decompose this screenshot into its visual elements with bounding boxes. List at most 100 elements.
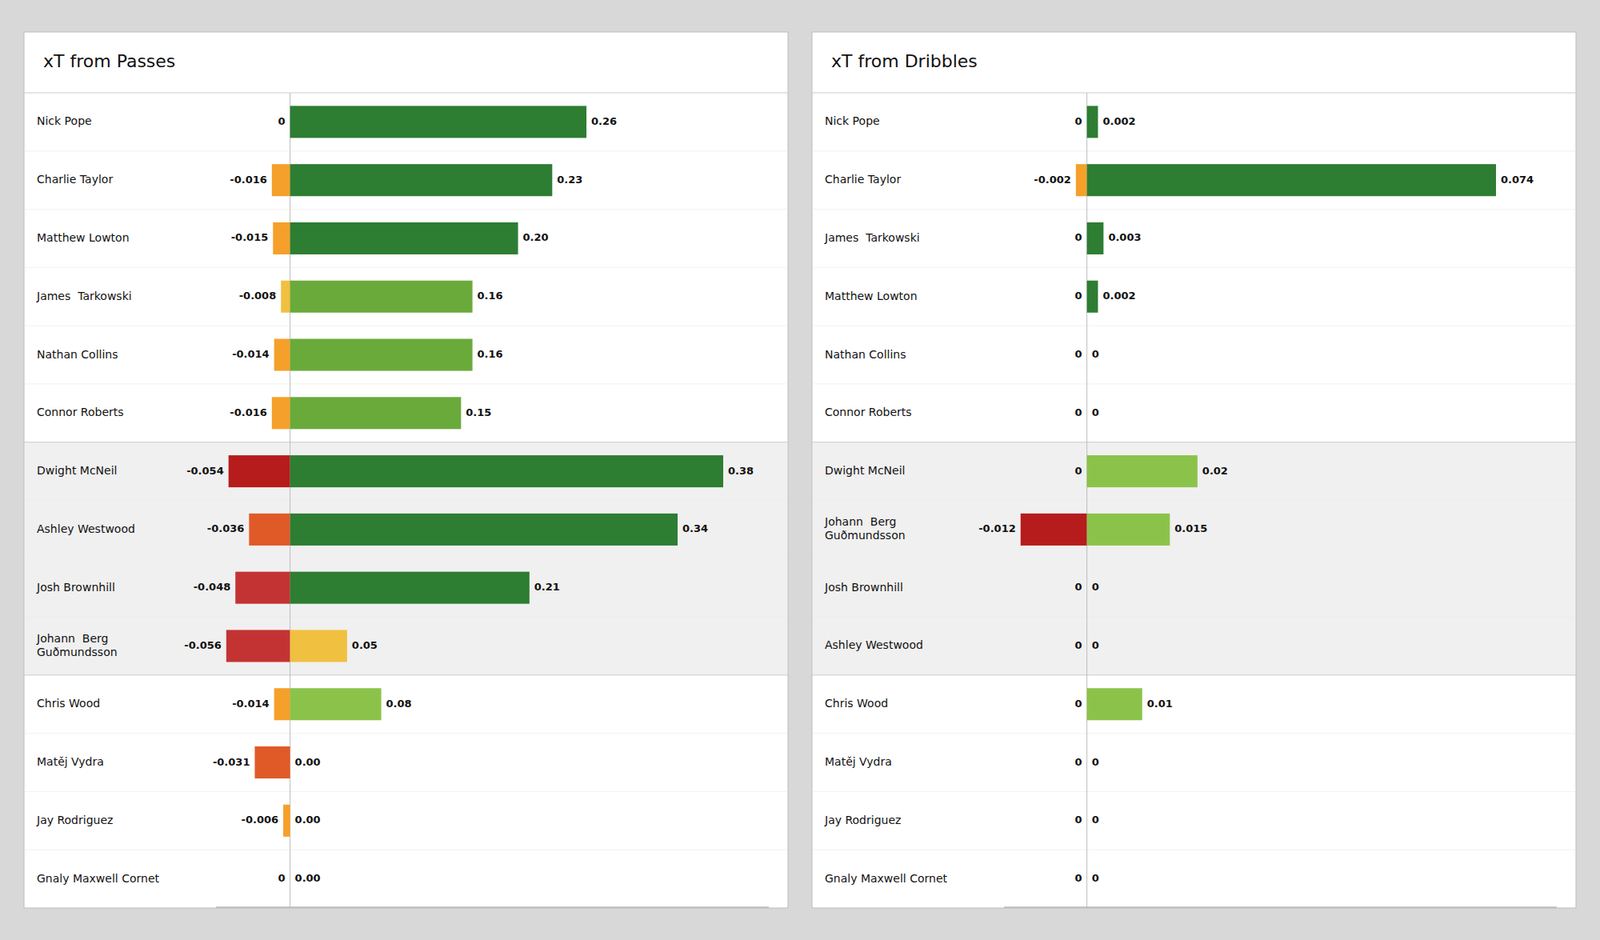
data-label: -0.006 xyxy=(241,813,280,826)
category-label-line: Josh Brownhill xyxy=(824,580,904,594)
data-label: 0 xyxy=(1092,580,1100,593)
category-label-line: James Tarkowski xyxy=(36,289,132,303)
row-divider xyxy=(812,849,1576,851)
zero-line xyxy=(1086,92,1088,908)
bar xyxy=(289,863,291,896)
data-label: -0.056 xyxy=(184,639,222,652)
bar xyxy=(228,455,291,488)
bar xyxy=(235,572,290,604)
data-label: 0 xyxy=(1092,348,1100,360)
panel: xT from DribblesNick PopeCharlie TaylorJ… xyxy=(812,32,1576,908)
category-label: Johann BergGuðmundsson xyxy=(824,515,906,542)
data-label: -0.048 xyxy=(193,580,232,593)
data-label: 0 xyxy=(1075,115,1083,128)
row-divider xyxy=(812,558,1576,560)
section-band xyxy=(24,616,788,676)
category-label: James Tarkowski xyxy=(36,289,132,303)
data-label: -0.002 xyxy=(1033,173,1072,186)
data-label: 0 xyxy=(1075,639,1083,652)
category-label-line: Matthew Lowton xyxy=(824,289,918,303)
panel-background xyxy=(24,32,788,908)
category-label: Matěj Vydra xyxy=(36,755,104,768)
category-label-line: Nick Pope xyxy=(36,114,92,128)
row-divider xyxy=(24,500,788,501)
section-divider xyxy=(812,441,1576,443)
panel-background xyxy=(812,32,1576,908)
category-label: Nathan Collins xyxy=(824,348,907,361)
bar xyxy=(1086,396,1088,429)
category-label-line: James Tarkowski xyxy=(824,231,920,244)
chart-root: xT from PassesNick PopeCharlie TaylorMat… xyxy=(0,0,1600,940)
section-band xyxy=(812,558,1576,617)
category-label: Matthew Lowton xyxy=(36,231,130,244)
data-label: 0 xyxy=(1075,406,1083,419)
panel: xT from PassesNick PopeCharlie TaylorMat… xyxy=(24,32,788,908)
bar xyxy=(1086,804,1088,837)
category-label-line: Guðmundsson xyxy=(824,528,906,542)
data-label: 0 xyxy=(1075,289,1083,302)
data-label: 0.015 xyxy=(1174,522,1208,535)
category-label-line: Connor Roberts xyxy=(36,405,124,419)
bar xyxy=(290,164,553,196)
category-label-line: Josh Brownhill xyxy=(36,580,116,594)
category-label: Connor Roberts xyxy=(824,405,912,419)
data-label: -0.014 xyxy=(232,348,270,360)
bar xyxy=(1087,280,1099,313)
category-label-line: Chris Wood xyxy=(824,696,888,710)
data-label: 0.002 xyxy=(1102,289,1136,302)
category-label-line: Ashley Westwood xyxy=(824,638,924,652)
row-divider xyxy=(24,791,788,792)
category-label: Charlie Taylor xyxy=(36,172,113,186)
data-label: 0 xyxy=(1075,813,1083,826)
data-label: 0 xyxy=(1092,872,1100,884)
row-divider xyxy=(812,150,1576,152)
section-band xyxy=(24,558,788,617)
category-label-line: Guðmundsson xyxy=(36,645,118,659)
data-label: 0.02 xyxy=(1202,464,1228,477)
data-label: -0.016 xyxy=(229,406,268,419)
row-divider xyxy=(24,208,788,210)
bar xyxy=(272,164,291,196)
bar xyxy=(289,746,291,779)
bar xyxy=(289,863,291,896)
category-label-line: Chris Wood xyxy=(36,696,100,710)
bar xyxy=(1086,572,1088,604)
category-label: Dwight McNeil xyxy=(824,464,905,477)
bar xyxy=(1086,746,1088,779)
data-label: -0.015 xyxy=(231,231,269,244)
category-label: Nathan Collins xyxy=(36,348,119,361)
bar xyxy=(290,222,519,255)
bar xyxy=(1086,396,1088,429)
category-label: Jay Rodriguez xyxy=(36,813,113,827)
data-label: 0.16 xyxy=(477,348,504,360)
section-band xyxy=(24,500,788,560)
section-band xyxy=(812,442,1576,501)
row-divider xyxy=(24,558,788,560)
data-label: -0.014 xyxy=(232,697,270,710)
bar xyxy=(290,339,473,372)
data-label: 0.003 xyxy=(1108,231,1141,244)
title-separator xyxy=(812,92,1576,94)
category-label: Dwight McNeil xyxy=(36,464,117,477)
bar xyxy=(290,455,724,488)
data-labels: 00.26-0.0160.23-0.0150.20-0.0080.16-0.01… xyxy=(184,115,754,884)
category-label: Gnaly Maxwell Cornet xyxy=(36,872,160,885)
data-label: 0 xyxy=(278,872,286,884)
data-label: 0 xyxy=(1075,464,1083,477)
category-label-line: Matthew Lowton xyxy=(36,231,130,244)
category-label-line: Nathan Collins xyxy=(824,348,907,361)
bar xyxy=(1087,164,1496,196)
category-label-line: Matěj Vydra xyxy=(36,755,104,768)
bar xyxy=(290,280,473,313)
category-label: Jay Rodriguez xyxy=(824,813,901,827)
page-background xyxy=(0,0,1600,940)
category-label-line: Dwight McNeil xyxy=(36,464,117,477)
category-label-line: Connor Roberts xyxy=(824,405,912,419)
bar xyxy=(1020,513,1088,546)
bar xyxy=(1086,629,1088,662)
section-divider xyxy=(812,674,1576,676)
bar xyxy=(1086,629,1088,662)
data-label: 0 xyxy=(1075,872,1083,884)
data-label: -0.031 xyxy=(212,756,251,768)
data-label: 0.38 xyxy=(728,464,754,477)
